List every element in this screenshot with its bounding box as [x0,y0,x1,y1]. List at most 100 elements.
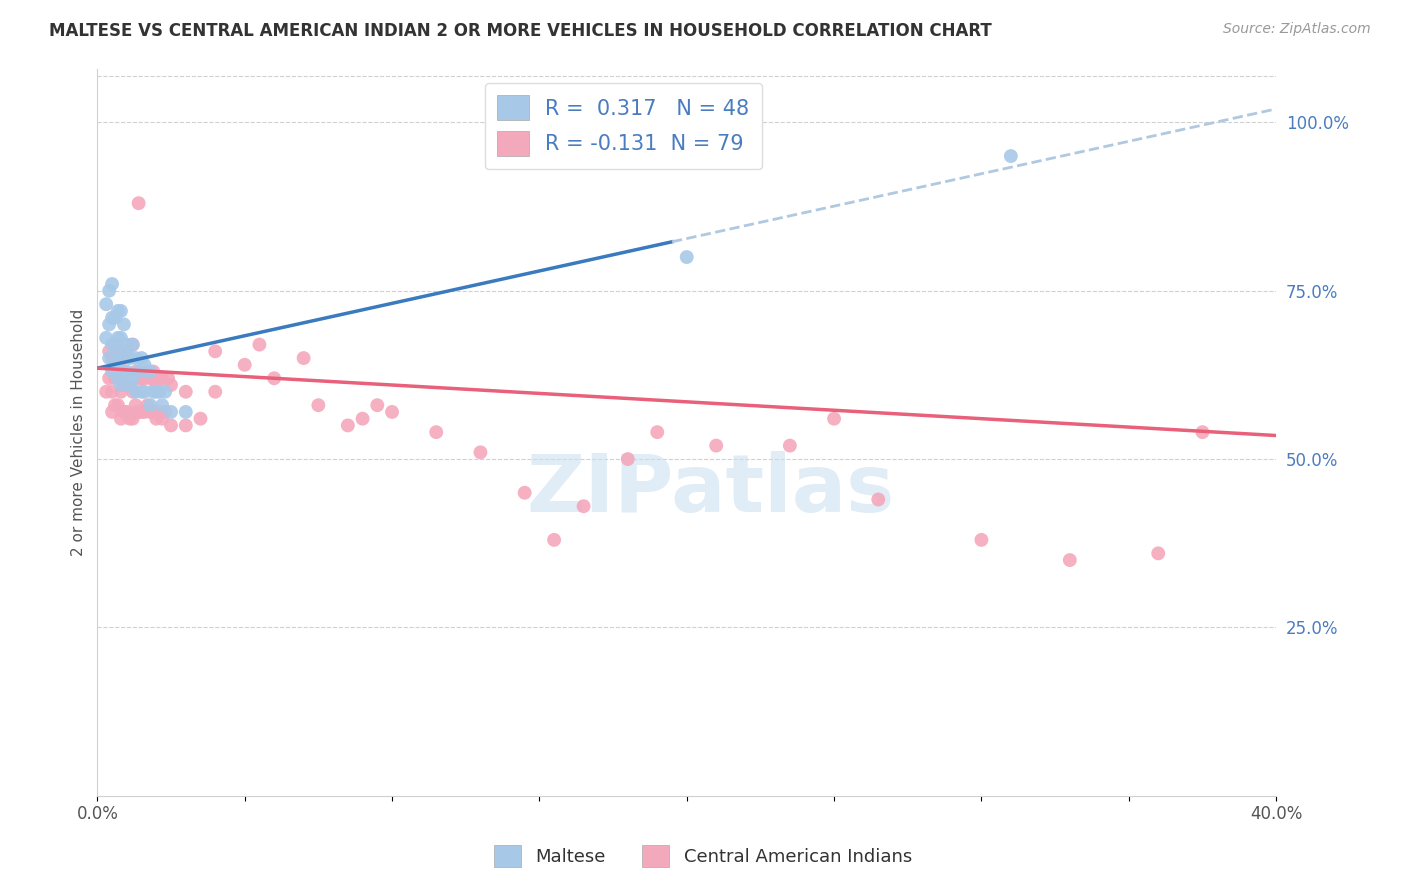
Point [115,365,138,379]
Point [104,358,127,372]
Point [110,331,132,345]
Point [128,365,150,379]
Point [121,337,143,351]
Point [110,351,132,365]
Point [160,405,183,419]
Point [381,405,404,419]
Point [110,384,132,399]
Point [1191,425,1213,439]
Point [425,425,447,439]
Point [145,384,167,399]
Point [148,384,170,399]
Point [142,365,165,379]
Point [174,384,197,399]
Point [153,405,176,419]
Text: Source: ZipAtlas.com: Source: ZipAtlas.com [1223,22,1371,37]
Point [617,452,640,467]
Point [139,405,162,419]
Point [263,371,285,385]
Point [543,533,565,547]
Point [96,297,118,311]
Point [139,371,162,385]
Point [675,250,697,264]
Point [131,405,153,419]
Point [98,284,121,298]
Point [101,337,124,351]
Point [112,351,135,365]
Point [107,351,129,365]
Point [101,351,124,365]
Point [139,398,162,412]
Point [148,371,170,385]
Point [110,304,132,318]
Point [174,405,197,419]
Point [98,318,121,332]
Point [307,398,329,412]
Point [107,344,129,359]
Point [970,533,993,547]
Point [134,371,156,385]
Point [121,411,143,425]
Point [110,411,132,425]
Point [112,405,135,419]
Point [101,365,124,379]
Point [190,411,212,425]
Point [233,358,256,372]
Point [118,378,141,392]
Point [470,445,492,459]
Legend: Maltese, Central American Indians: Maltese, Central American Indians [486,838,920,874]
Point [112,378,135,392]
Point [150,371,173,385]
Point [150,411,173,425]
Point [145,411,167,425]
Point [157,371,180,385]
Point [572,499,595,513]
Point [118,411,141,425]
Point [139,365,162,379]
Point [153,384,176,399]
Text: ZIPatlas: ZIPatlas [526,451,894,529]
Point [121,337,143,351]
Point [98,344,121,359]
Point [107,398,129,412]
Point [112,318,135,332]
Point [779,439,801,453]
Point [136,365,159,379]
Point [145,378,167,392]
Point [112,344,135,359]
Point [352,411,374,425]
Point [1147,546,1170,560]
Point [249,337,271,351]
Point [107,371,129,385]
Point [110,378,132,392]
Point [121,384,143,399]
Point [160,378,183,392]
Y-axis label: 2 or more Vehicles in Household: 2 or more Vehicles in Household [72,309,86,556]
Point [131,371,153,385]
Point [292,351,315,365]
Point [1000,149,1022,163]
Point [98,351,121,365]
Point [96,331,118,345]
Point [868,492,890,507]
Point [142,384,165,399]
Point [148,405,170,419]
Point [134,405,156,419]
Point [134,384,156,399]
Point [124,398,146,412]
Legend: R =  0.317   N = 48, R = -0.131  N = 79: R = 0.317 N = 48, R = -0.131 N = 79 [485,83,762,169]
Point [336,418,359,433]
Point [128,196,150,211]
Point [115,405,138,419]
Point [204,344,226,359]
Point [104,337,127,351]
Point [704,439,727,453]
Point [513,485,536,500]
Point [131,351,153,365]
Point [104,310,127,325]
Point [124,384,146,399]
Point [118,378,141,392]
Point [150,398,173,412]
Point [115,378,138,392]
Point [104,398,127,412]
